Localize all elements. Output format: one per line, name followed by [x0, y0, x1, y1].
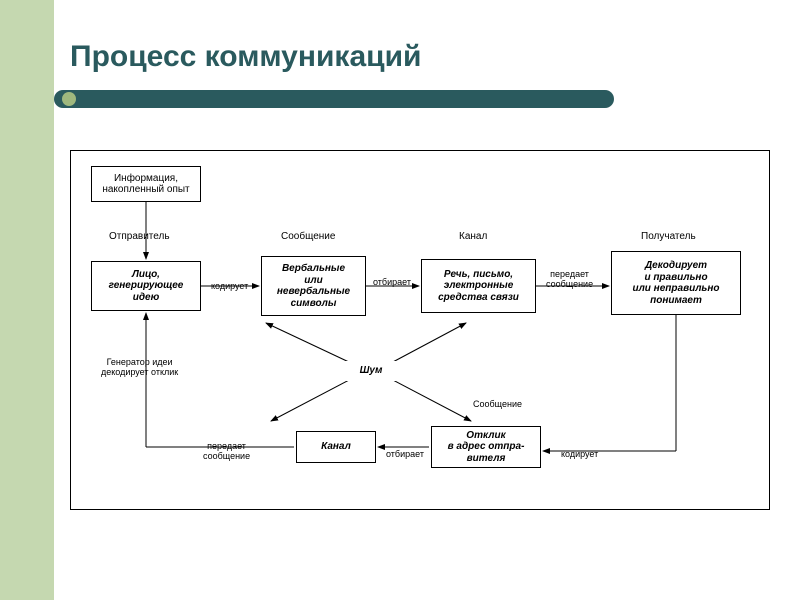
- node-info: Информация,накопленный опыт: [91, 166, 201, 202]
- header-h4: Получатель: [641, 231, 696, 242]
- edge-label-el8: кодирует: [561, 449, 598, 459]
- node-channel: Речь, письмо,электронныесредства связи: [421, 259, 536, 313]
- title-underline-bar: [54, 90, 614, 108]
- edge-label-el3: передает сообщение: [546, 269, 593, 289]
- edge-label-el7: отбирает: [386, 449, 424, 459]
- header-h2: Сообщение: [281, 231, 335, 242]
- header-h1: Отправитель: [109, 231, 170, 242]
- edge-label-el5: Сообщение: [473, 399, 522, 409]
- diagram-frame: Информация,накопленный опыт Лицо,генериру…: [70, 150, 770, 510]
- edge-label-el2: отбирает: [373, 277, 411, 287]
- page-title: Процесс коммуникаций: [70, 40, 421, 74]
- edge-label-el1: кодирует: [211, 281, 248, 291]
- node-noise: Шум: [341, 361, 401, 381]
- header-h3: Канал: [459, 231, 487, 242]
- edge-label-el6: передает сообщение: [203, 441, 250, 461]
- edge-label-el4: Генератор идеи декодирует отклик: [101, 357, 178, 377]
- node-channel2: Канал: [296, 431, 376, 463]
- node-response: Откликв адрес отпра-вителя: [431, 426, 541, 468]
- node-receiver: Декодируети правильноили неправильнопони…: [611, 251, 741, 315]
- title-bullet: [62, 92, 76, 106]
- node-msg1: Вербальныеилиневербальныесимволы: [261, 256, 366, 316]
- node-sender: Лицо,генерирующееидею: [91, 261, 201, 311]
- title-area: Процесс коммуникаций: [70, 40, 421, 74]
- slide-sidebar: [0, 0, 54, 600]
